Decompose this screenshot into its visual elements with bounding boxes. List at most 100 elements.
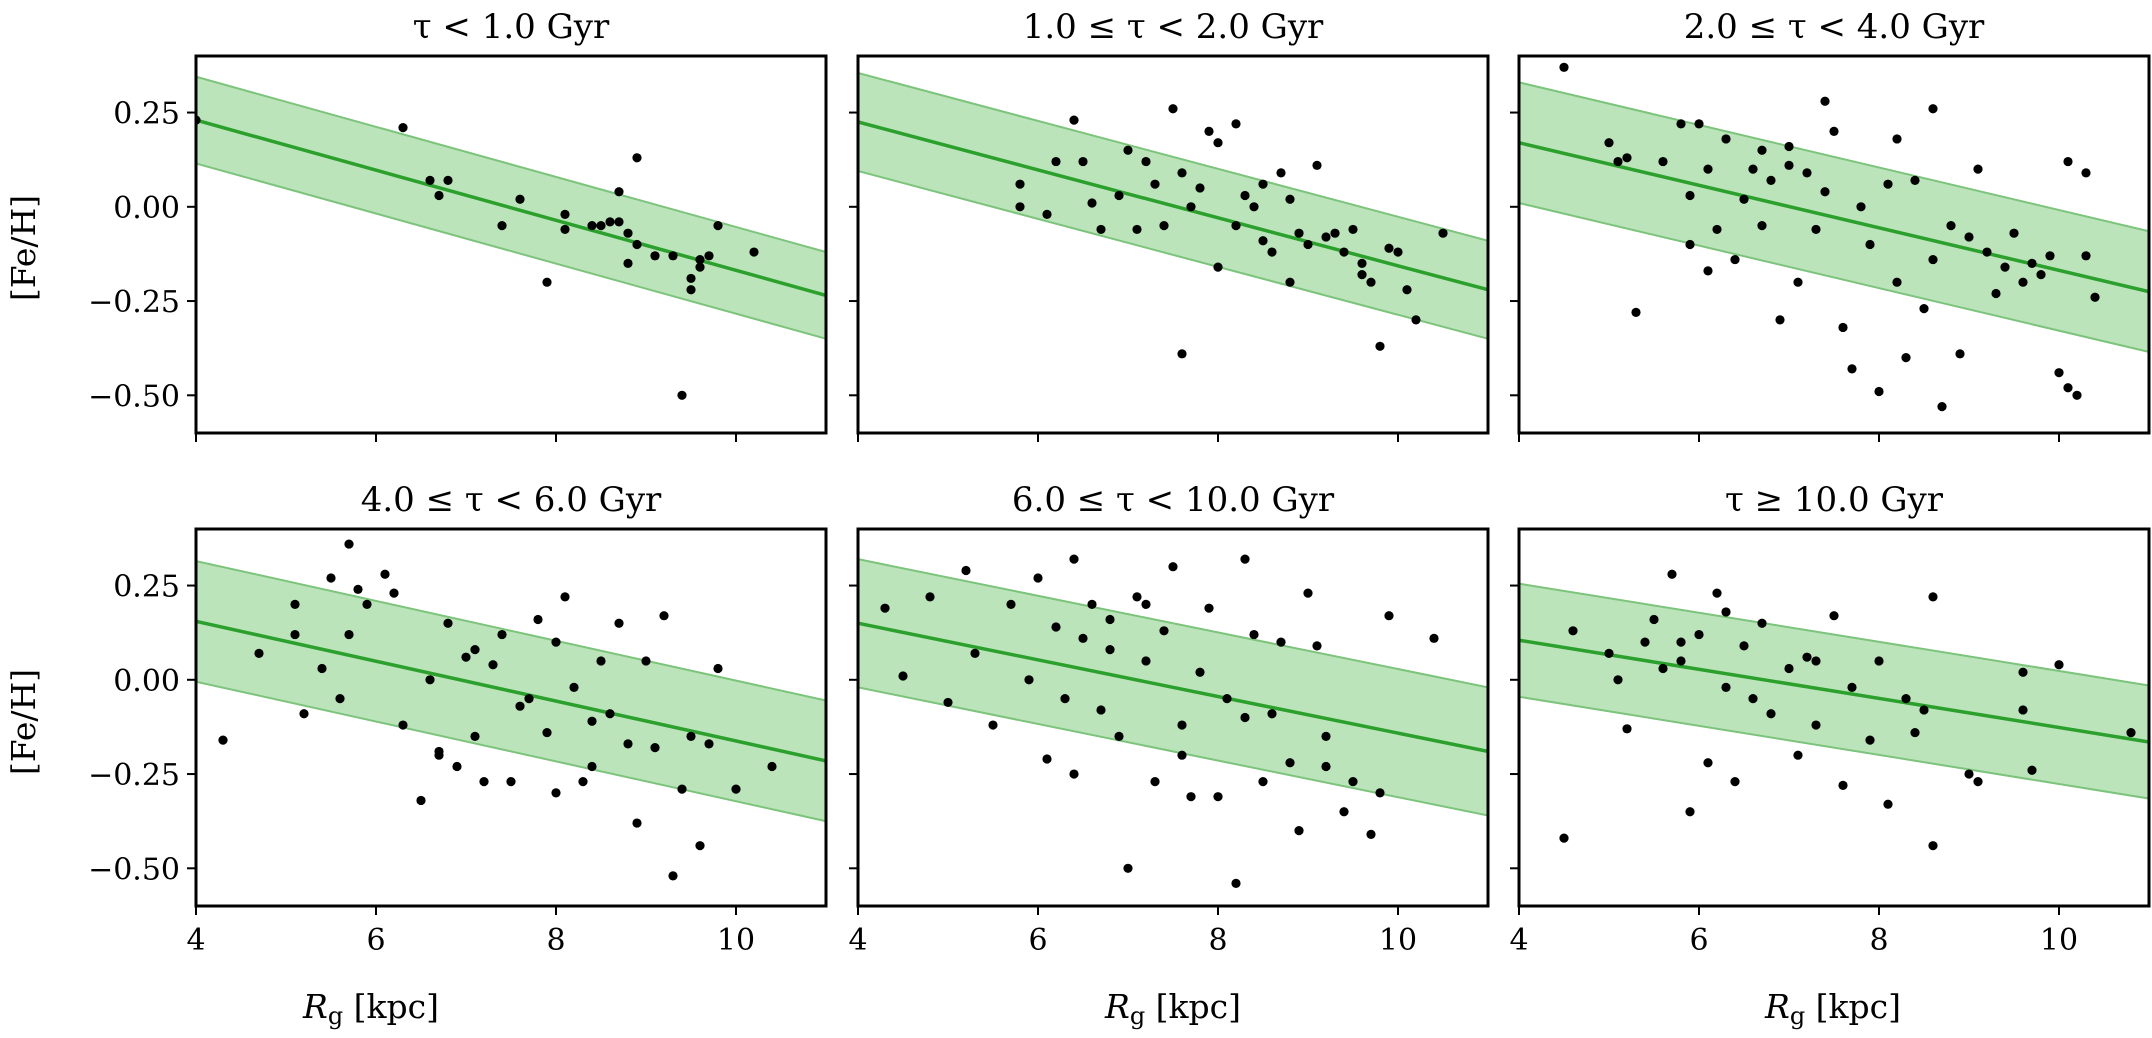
- data-point: [1676, 119, 1686, 129]
- data-point: [1766, 175, 1776, 186]
- data-point: [344, 629, 354, 640]
- data-point: [1240, 190, 1250, 201]
- data-point: [1622, 724, 1632, 734]
- data-point: [1802, 652, 1812, 662]
- data-point: [1640, 637, 1650, 647]
- data-point: [1357, 258, 1367, 268]
- data-point: [1964, 232, 1974, 242]
- panel-plot-area: [196, 539, 826, 881]
- data-point: [1159, 221, 1169, 231]
- data-point: [1784, 160, 1794, 170]
- data-point: [2018, 667, 2028, 677]
- x-tick-label: 10: [2040, 923, 2078, 958]
- fit-line: [1519, 638, 2149, 744]
- data-point: [398, 123, 408, 133]
- data-point: [1249, 629, 1259, 640]
- data-point: [596, 221, 606, 231]
- x-tick-label: 4: [186, 923, 205, 958]
- data-point: [515, 194, 525, 204]
- data-point: [551, 788, 561, 798]
- x-tick-label: 10: [717, 923, 755, 958]
- data-point: [623, 228, 633, 238]
- x-tick-label: 6: [1028, 923, 1047, 958]
- data-point: [1321, 731, 1331, 741]
- data-point: [1258, 179, 1268, 189]
- data-point: [425, 675, 435, 685]
- data-point: [2018, 277, 2028, 287]
- data-point: [1811, 224, 1821, 235]
- data-point: [1177, 720, 1187, 730]
- data-point: [641, 656, 651, 666]
- data-point: [1060, 694, 1070, 704]
- data-point: [1559, 62, 1569, 72]
- fit-line: [1519, 141, 2149, 294]
- data-point: [925, 592, 935, 602]
- data-point: [1811, 656, 1821, 666]
- x-tick-label: 8: [1208, 923, 1227, 958]
- data-point: [533, 614, 543, 625]
- panel-plot-area: [858, 71, 1488, 359]
- data-point: [1240, 554, 1250, 564]
- x-tick-label: 4: [848, 923, 867, 958]
- data-point: [1775, 315, 1785, 325]
- data-point: [1132, 224, 1142, 235]
- data-point: [1991, 288, 2001, 299]
- data-point: [1685, 807, 1695, 817]
- y-tick-label: 0.00: [113, 191, 180, 226]
- data-point: [1739, 194, 1749, 204]
- data-point: [1694, 629, 1704, 640]
- data-point: [515, 701, 525, 711]
- panel-title: 6.0 ≤ τ < 10.0 Gyr: [1012, 480, 1335, 520]
- data-point: [1078, 633, 1088, 643]
- data-point: [2027, 765, 2037, 775]
- data-point: [1703, 758, 1713, 768]
- data-point: [398, 720, 408, 730]
- data-point: [1667, 569, 1677, 579]
- data-point: [1051, 156, 1061, 167]
- data-point: [1339, 247, 1349, 257]
- data-point: [452, 761, 462, 772]
- data-point: [1177, 750, 1187, 760]
- data-point: [2081, 168, 2091, 178]
- data-point: [632, 153, 642, 163]
- data-point: [767, 761, 777, 772]
- data-point: [1793, 750, 1803, 760]
- data-point: [1078, 156, 1088, 167]
- data-point: [1069, 115, 1079, 125]
- data-point: [1033, 573, 1043, 583]
- data-point: [632, 239, 642, 250]
- data-point: [2054, 368, 2064, 378]
- data-point: [1955, 349, 1965, 359]
- panel-frame: [1517, 527, 2151, 908]
- data-point: [1829, 611, 1839, 621]
- data-point: [650, 743, 660, 753]
- data-point: [898, 671, 908, 681]
- data-point: [659, 611, 669, 621]
- data-point: [1339, 807, 1349, 817]
- data-point: [1973, 164, 1983, 174]
- data-point: [1114, 731, 1124, 741]
- data-point: [1366, 277, 1376, 287]
- data-point: [2054, 660, 2064, 670]
- x-tick-label: 4: [1509, 923, 1528, 958]
- data-point: [425, 175, 435, 186]
- data-point: [560, 224, 570, 235]
- panel-title: τ < 1.0 Gyr: [413, 7, 610, 47]
- data-point: [1159, 626, 1169, 636]
- x-tick-label: 8: [546, 923, 565, 958]
- data-point: [2063, 383, 2073, 393]
- data-point: [569, 682, 579, 692]
- data-point: [443, 175, 453, 186]
- data-point: [623, 739, 633, 749]
- data-point: [970, 648, 980, 659]
- data-point: [650, 251, 660, 261]
- data-point: [1132, 592, 1142, 602]
- data-point: [1276, 637, 1286, 647]
- data-point: [1847, 364, 1857, 374]
- panel-plot-area: [196, 75, 826, 400]
- data-point: [704, 739, 714, 749]
- data-point: [686, 285, 696, 295]
- data-point: [623, 258, 633, 268]
- data-point: [1231, 221, 1241, 231]
- data-point: [1276, 168, 1286, 178]
